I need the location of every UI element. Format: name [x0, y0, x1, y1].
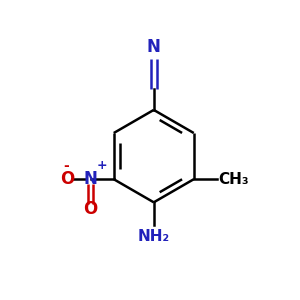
Text: CH₃: CH₃: [218, 172, 249, 187]
Text: O: O: [60, 170, 75, 188]
Text: O: O: [83, 200, 98, 218]
Text: -: -: [64, 159, 69, 173]
Text: N: N: [147, 38, 161, 56]
Text: +: +: [97, 159, 108, 172]
Text: N: N: [84, 170, 98, 188]
Text: NH₂: NH₂: [138, 229, 170, 244]
